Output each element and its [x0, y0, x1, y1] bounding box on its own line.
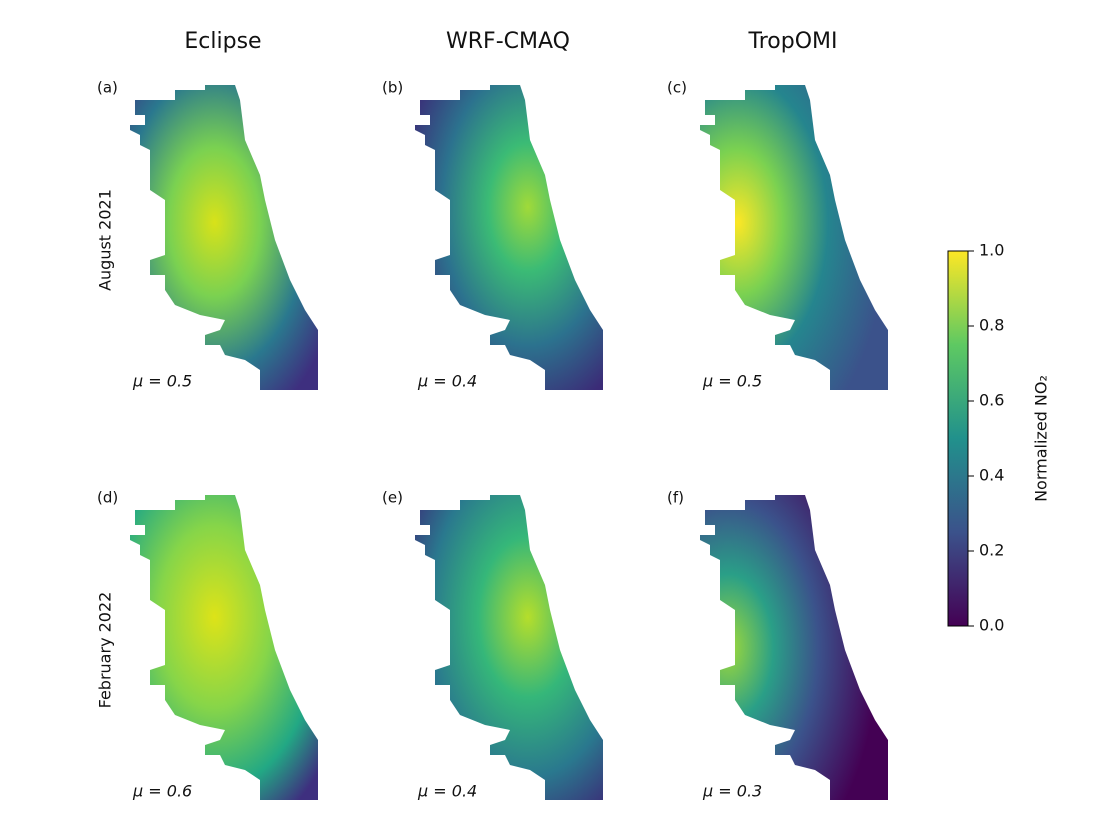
- colorbar-tick-label: 0.2: [979, 541, 1004, 560]
- colorbar-tick-label: 0.0: [979, 616, 1004, 635]
- panel-mean: μ = 0.4: [417, 372, 477, 391]
- panel-mean: μ = 0.4: [417, 782, 477, 801]
- row-label: February 2022: [96, 592, 115, 709]
- map-panel: (f) μ = 0.3: [667, 489, 888, 801]
- colorbar: 0.0 0.2 0.4 0.6 0.8 1.0 Normalized NO₂: [947, 241, 1051, 635]
- panel-mean: μ = 0.3: [702, 782, 762, 801]
- map-area: [415, 495, 603, 800]
- panel-mean: μ = 0.5: [702, 372, 762, 391]
- map-area: [415, 85, 603, 390]
- colorbar-tick-label: 0.8: [979, 316, 1004, 335]
- panel-label: (f): [667, 489, 684, 507]
- colorbar-scale: [947, 250, 969, 627]
- map-panel: (d) μ = 0.6: [97, 489, 318, 801]
- column-title: TropOMI: [748, 29, 838, 54]
- panel-mean: μ = 0.6: [132, 782, 192, 801]
- map-panel: (a) μ = 0.5: [97, 79, 318, 391]
- panel-label: (b): [382, 79, 403, 97]
- panel-label: (c): [667, 79, 687, 97]
- map-area: [130, 495, 318, 800]
- panel-label: (e): [382, 489, 403, 507]
- map-panel: (c) μ = 0.5: [667, 79, 888, 391]
- colorbar-tick-label: 0.6: [979, 391, 1004, 410]
- map-panel: (b) μ = 0.4: [382, 79, 603, 391]
- colorbar-label: Normalized NO₂: [1032, 375, 1051, 502]
- map-panel: (e) μ = 0.4: [382, 489, 603, 801]
- panel-mean: μ = 0.5: [132, 372, 192, 391]
- map-area: [130, 85, 318, 390]
- map-area: [700, 85, 888, 390]
- panel-label: (a): [97, 79, 118, 97]
- column-title: WRF-CMAQ: [446, 29, 570, 54]
- colorbar-tick-label: 0.4: [979, 466, 1004, 485]
- panels: (a) μ = 0.5 (b) μ = 0.4 (c) μ = 0.5 (d) μ = 0.6…: [97, 79, 888, 801]
- colorbar-tick-label: 1.0: [979, 241, 1004, 260]
- column-title: Eclipse: [184, 29, 261, 54]
- panel-label: (d): [97, 489, 118, 507]
- row-label: August 2021: [96, 189, 115, 291]
- map-area: [700, 495, 888, 800]
